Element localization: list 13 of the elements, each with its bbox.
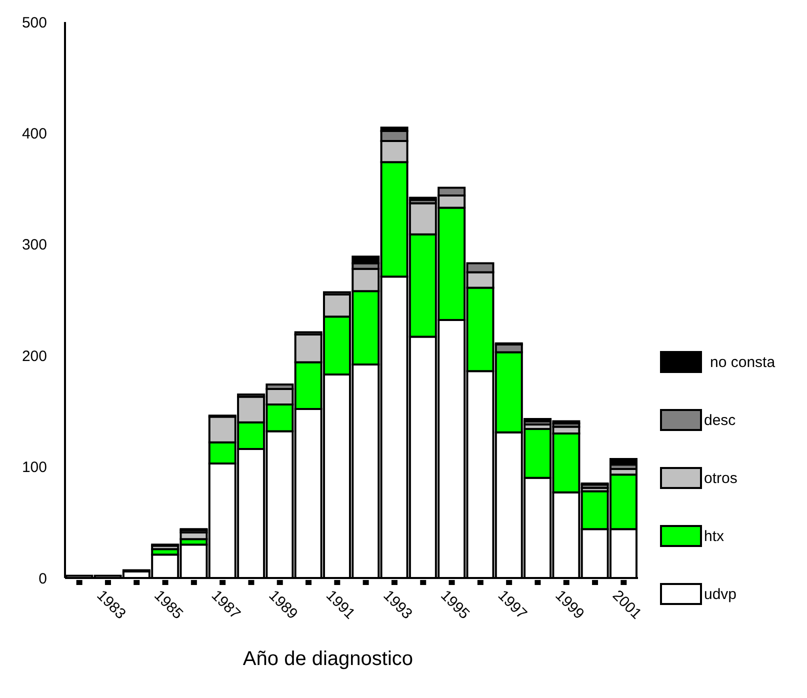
legend-label: no consta <box>710 354 776 370</box>
y-tick-label: 0 <box>38 570 47 588</box>
x-axis-title: Año de diagnostico <box>242 648 414 671</box>
legend-label: desc <box>704 412 736 428</box>
bar <box>609 458 638 466</box>
y-tick-label: 500 <box>22 14 47 32</box>
y-tick-label: 100 <box>22 459 47 476</box>
y-tick-label: 400 <box>22 126 47 143</box>
legend-label: udvp <box>704 586 737 602</box>
legend-label: htx <box>704 528 724 544</box>
y-tick-label: 300 <box>22 236 47 254</box>
legend-label: otros <box>704 470 738 486</box>
y-tick-label: 200 <box>22 348 47 365</box>
